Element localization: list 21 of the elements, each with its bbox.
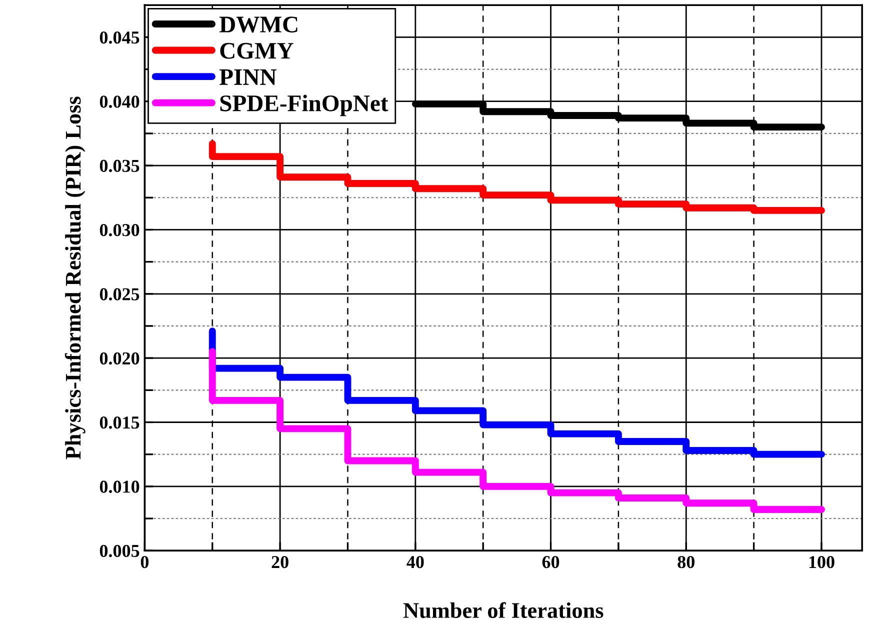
legend-label: SPDE-FinOpNet (220, 94, 388, 116)
y-tick-label: 0.025 (100, 288, 140, 300)
y-tick-label: 0.015 (100, 416, 140, 429)
x-tick-label: 60 (542, 556, 560, 568)
legend-label: DWMC (219, 16, 298, 33)
y-axis-title: Physics-Informed Residual (PIR) Loss (64, 96, 86, 460)
legend-label: PINN (219, 69, 276, 85)
x-axis-title: Number of Iterations (403, 602, 604, 618)
y-tick-label: 0.005 (100, 544, 140, 558)
y-tick-label: 0.020 (100, 352, 140, 365)
y-tick-label: 0.040 (100, 96, 140, 108)
x-tick-label: 20 (272, 556, 288, 568)
y-tick-label: 0.045 (100, 31, 140, 44)
legend-label: CGMY (220, 42, 294, 59)
x-tick-label: 40 (406, 556, 424, 568)
y-tick-label: 0.035 (100, 160, 140, 172)
y-tick-label: 0.010 (100, 480, 140, 493)
y-tick-label: 0.030 (100, 224, 140, 236)
x-tick-label: 80 (678, 556, 694, 568)
x-tick-label: 100 (809, 556, 834, 568)
x-tick-label: 0 (140, 556, 149, 568)
